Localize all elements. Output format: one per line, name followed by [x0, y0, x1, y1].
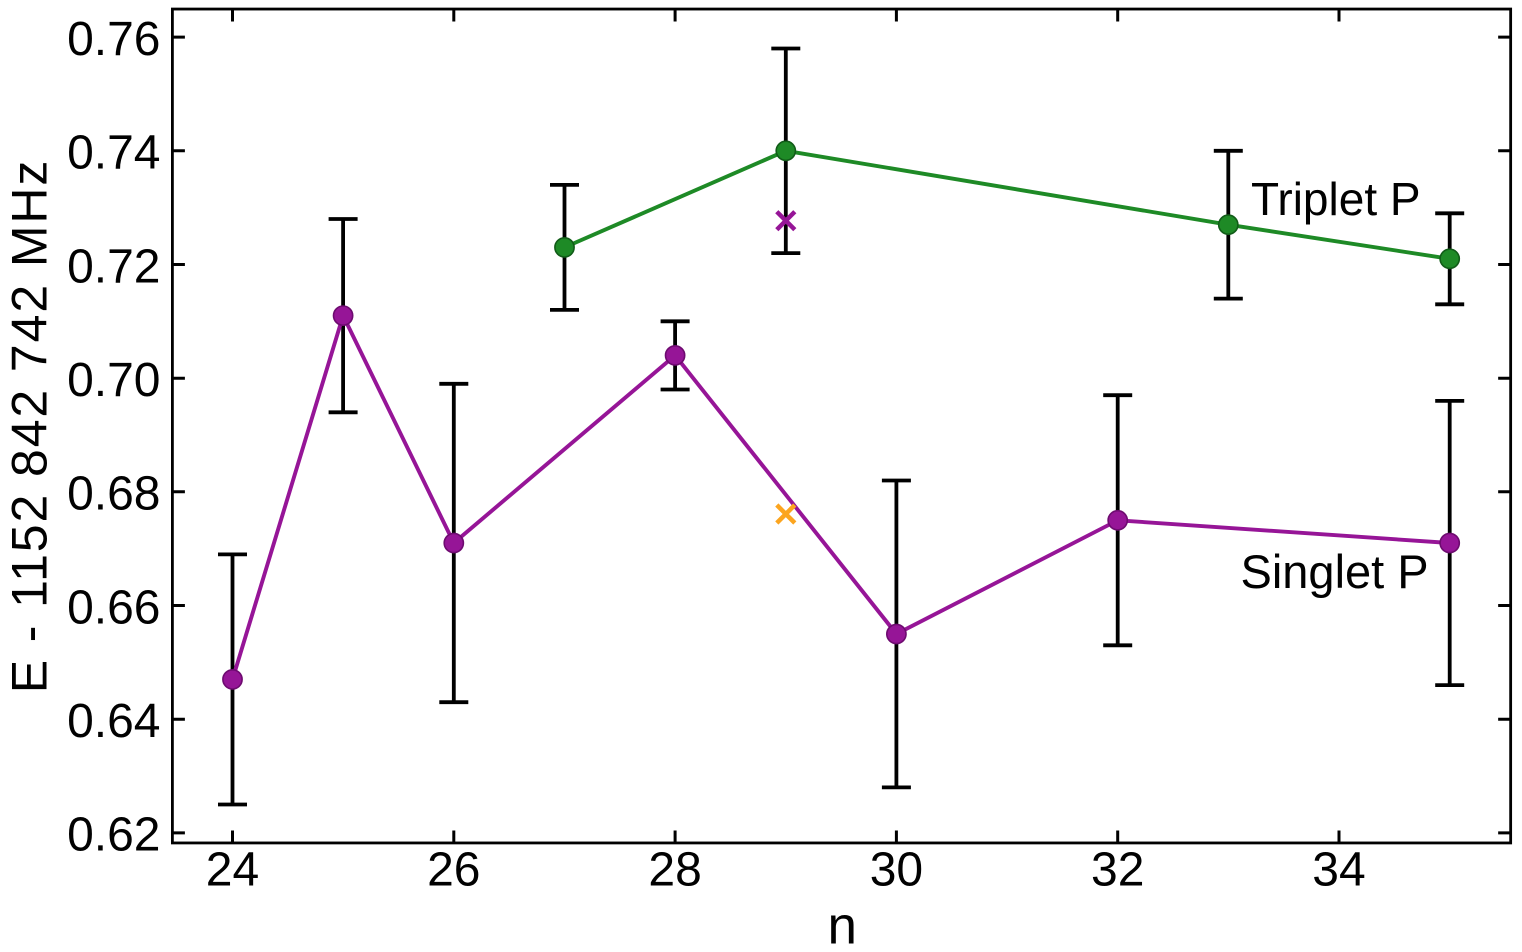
svg-text:30: 30 [870, 844, 923, 897]
svg-text:26: 26 [427, 844, 480, 897]
svg-text:0.72: 0.72 [67, 240, 160, 293]
svg-text:0.62: 0.62 [67, 809, 160, 862]
svg-text:E - 1152 842 742 MHz: E - 1152 842 742 MHz [2, 159, 58, 694]
svg-text:0.74: 0.74 [67, 127, 160, 180]
svg-text:28: 28 [648, 844, 701, 897]
svg-text:Triplet P: Triplet P [1251, 173, 1421, 225]
svg-text:0.68: 0.68 [67, 468, 160, 521]
svg-text:34: 34 [1312, 844, 1365, 897]
svg-text:Singlet P: Singlet P [1241, 545, 1429, 598]
svg-text:0.64: 0.64 [67, 695, 160, 748]
svg-text:0.66: 0.66 [67, 581, 160, 634]
svg-text:32: 32 [1091, 844, 1144, 897]
svg-text:24: 24 [206, 844, 259, 897]
svg-text:n: n [827, 896, 856, 952]
svg-text:0.76: 0.76 [67, 13, 160, 66]
svg-text:0.70: 0.70 [67, 354, 160, 407]
